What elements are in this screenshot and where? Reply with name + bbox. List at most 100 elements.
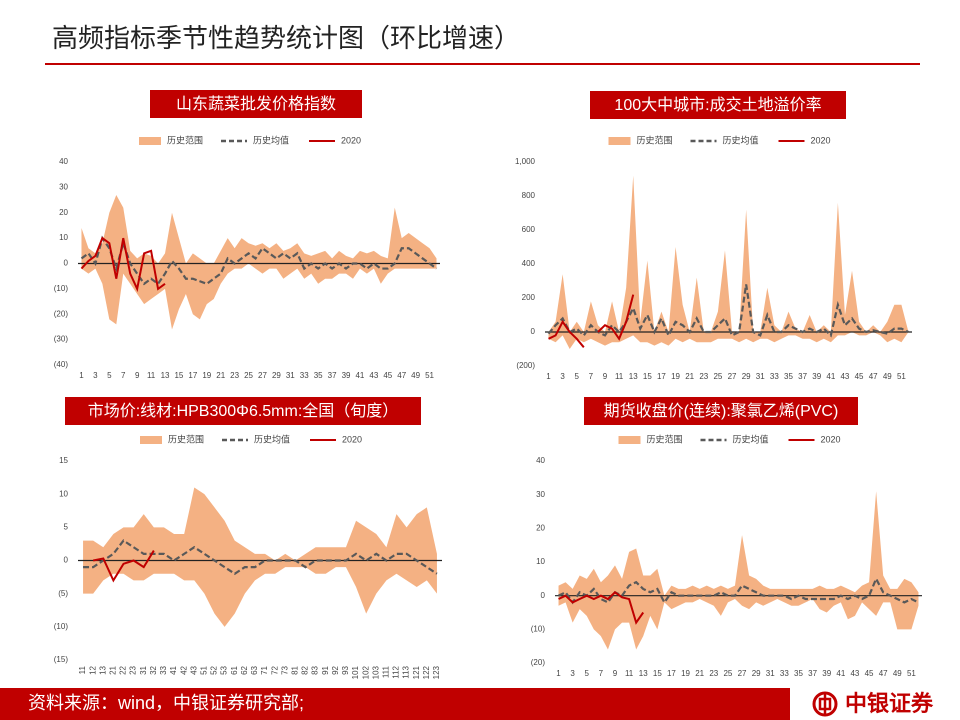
x-tick-label: 43 xyxy=(840,372,849,381)
legend-label: 历史均值 xyxy=(723,134,759,145)
slide-title: 高频指标季节性趋势统计图（环比增速） xyxy=(52,23,520,53)
x-tick-label: 91 xyxy=(321,665,330,674)
legend-label: 2020 xyxy=(342,434,362,444)
range-band xyxy=(81,194,437,330)
y-tick-label: (30) xyxy=(54,335,69,344)
y-tick-label: 1,000 xyxy=(515,157,536,166)
x-tick-label: 1 xyxy=(546,372,551,381)
x-tick-label: 33 xyxy=(300,371,309,380)
x-tick-label: 7 xyxy=(599,669,604,678)
x-tick-label: 29 xyxy=(752,669,761,678)
x-tick-label: 43 xyxy=(189,665,198,674)
x-tick-label: 61 xyxy=(230,665,239,674)
x-tick-label: 62 xyxy=(240,665,249,674)
x-tick-label: 43 xyxy=(369,371,378,380)
x-tick-label: 101 xyxy=(351,665,360,679)
y-tick-label: 20 xyxy=(59,208,68,217)
x-tick-label: 35 xyxy=(314,371,323,380)
x-tick-label: 51 xyxy=(199,665,208,674)
legend-label: 2020 xyxy=(821,434,841,444)
x-tick-label: 41 xyxy=(836,669,845,678)
x-tick-label: 25 xyxy=(723,669,732,678)
x-tick-label: 122 xyxy=(422,665,431,679)
y-tick-label: 20 xyxy=(536,523,545,532)
x-tick-label: 45 xyxy=(383,371,392,380)
x-tick-label: 51 xyxy=(907,669,916,678)
y-tick-label: 200 xyxy=(522,293,536,302)
x-tick-label: 11 xyxy=(147,371,156,380)
x-tick-label: 12 xyxy=(88,665,97,674)
chart-title-box xyxy=(65,397,421,425)
current-line xyxy=(558,591,645,625)
x-tick-label: 112 xyxy=(392,665,401,678)
y-tick-label: 0 xyxy=(64,556,69,565)
y-tick-label: (40) xyxy=(54,360,69,369)
x-tick-label: 37 xyxy=(798,372,807,381)
x-tick-label: 31 xyxy=(756,372,765,381)
x-tick-label: 17 xyxy=(667,669,676,678)
x-tick-label: 19 xyxy=(202,371,211,380)
x-tick-label: 23 xyxy=(709,669,718,678)
x-tick-label: 31 xyxy=(139,665,148,674)
x-tick-label: 5 xyxy=(585,669,590,678)
x-tick-label: 49 xyxy=(883,372,892,381)
current-line xyxy=(548,319,585,348)
legend-label: 历史均值 xyxy=(733,433,769,444)
x-tick-label: 1 xyxy=(556,669,561,678)
x-tick-label: 11 xyxy=(625,669,634,678)
x-tick-label: 49 xyxy=(893,669,902,678)
x-tick-label: 13 xyxy=(161,371,170,380)
x-tick-label: 27 xyxy=(728,372,737,381)
legend-label: 历史范围 xyxy=(168,433,204,444)
x-tick-label: 7 xyxy=(589,372,594,381)
x-tick-label: 31 xyxy=(286,371,295,380)
x-tick-label: 13 xyxy=(639,669,648,678)
x-tick-label: 93 xyxy=(341,665,350,674)
footer-source: 资料来源：wind，中银证券研究部; xyxy=(28,693,304,713)
x-tick-label: 51 xyxy=(897,372,906,381)
x-tick-label: 23 xyxy=(129,665,138,674)
x-tick-label: 33 xyxy=(159,665,168,674)
chart-title: 市场价:线材:HPB300Φ6.5mm:全国（旬度） xyxy=(88,402,399,420)
x-tick-label: 72 xyxy=(270,665,279,674)
x-tick-label: 9 xyxy=(135,371,140,380)
y-tick-label: (10) xyxy=(531,624,546,633)
legend-swatch xyxy=(139,137,161,145)
y-tick-label: 15 xyxy=(59,456,68,465)
x-tick-label: 47 xyxy=(869,372,878,381)
current-line xyxy=(92,550,155,583)
x-tick-label: 9 xyxy=(603,372,608,381)
x-tick-label: 92 xyxy=(331,665,340,674)
legend-label: 2020 xyxy=(811,135,831,145)
x-tick-label: 7 xyxy=(121,371,126,380)
x-tick-label: 47 xyxy=(879,669,888,678)
x-tick-label: 39 xyxy=(812,372,821,381)
x-tick-label: 23 xyxy=(699,372,708,381)
range-band xyxy=(558,491,919,650)
x-tick-label: 53 xyxy=(220,665,229,674)
x-tick-label: 45 xyxy=(855,372,864,381)
y-tick-label: (10) xyxy=(54,622,69,631)
x-tick-label: 3 xyxy=(560,372,565,381)
x-tick-label: 19 xyxy=(681,669,690,678)
y-tick-label: (10) xyxy=(54,284,69,293)
x-tick-label: 19 xyxy=(671,372,680,381)
x-tick-label: 82 xyxy=(301,665,310,674)
legend-label: 历史均值 xyxy=(253,134,289,145)
x-tick-label: 49 xyxy=(411,371,420,380)
x-tick-label: 41 xyxy=(169,665,178,674)
x-tick-label: 111 xyxy=(381,665,390,678)
x-tick-label: 37 xyxy=(328,371,337,380)
y-tick-label: 0 xyxy=(64,259,69,268)
chart-title: 山东蔬菜批发价格指数 xyxy=(176,95,336,113)
legend-label: 历史均值 xyxy=(254,433,290,444)
legend-label: 历史范围 xyxy=(167,134,203,145)
x-tick-label: 51 xyxy=(425,371,434,380)
x-tick-label: 13 xyxy=(629,372,638,381)
x-tick-label: 25 xyxy=(713,372,722,381)
current-line xyxy=(80,236,166,293)
x-tick-label: 11 xyxy=(78,665,87,674)
x-tick-label: 5 xyxy=(107,371,112,380)
x-tick-label: 113 xyxy=(402,665,411,678)
mean-line xyxy=(547,284,909,339)
